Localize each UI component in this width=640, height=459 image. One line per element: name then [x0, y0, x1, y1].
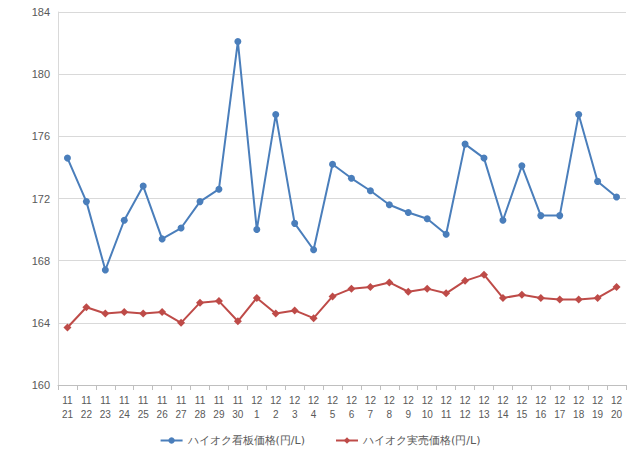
svg-text:3: 3	[292, 409, 298, 420]
svg-text:6: 6	[349, 409, 355, 420]
svg-text:12: 12	[535, 395, 547, 406]
svg-text:168: 168	[32, 255, 50, 267]
svg-text:ハイオク実売価格(円/L): ハイオク実売価格(円/L)	[362, 434, 480, 447]
svg-text:176: 176	[32, 130, 50, 142]
svg-text:12: 12	[270, 395, 282, 406]
svg-text:21: 21	[62, 409, 74, 420]
svg-text:11: 11	[138, 395, 149, 406]
svg-text:9: 9	[405, 409, 411, 420]
svg-text:26: 26	[157, 409, 169, 420]
svg-text:14: 14	[497, 409, 509, 420]
svg-text:11: 11	[441, 409, 452, 420]
svg-text:2: 2	[273, 409, 279, 420]
svg-text:11: 11	[81, 395, 92, 406]
svg-text:8: 8	[387, 409, 393, 420]
svg-text:16: 16	[535, 409, 547, 420]
svg-text:30: 30	[232, 409, 244, 420]
svg-text:12: 12	[497, 395, 509, 406]
svg-text:12: 12	[403, 395, 415, 406]
svg-text:18: 18	[573, 409, 585, 420]
svg-text:11: 11	[233, 395, 244, 406]
svg-text:11: 11	[119, 395, 130, 406]
svg-text:184: 184	[32, 6, 50, 18]
svg-text:22: 22	[81, 409, 93, 420]
svg-text:164: 164	[32, 317, 50, 329]
svg-text:12: 12	[478, 395, 490, 406]
svg-text:12: 12	[346, 395, 358, 406]
svg-text:12: 12	[441, 395, 453, 406]
svg-text:160: 160	[32, 379, 50, 391]
svg-text:11: 11	[176, 395, 187, 406]
svg-text:27: 27	[176, 409, 188, 420]
svg-text:12: 12	[573, 395, 585, 406]
svg-text:11: 11	[157, 395, 168, 406]
svg-text:10: 10	[422, 409, 434, 420]
svg-text:12: 12	[365, 395, 377, 406]
svg-text:5: 5	[330, 409, 336, 420]
svg-text:11: 11	[195, 395, 206, 406]
svg-text:12: 12	[611, 395, 623, 406]
svg-text:19: 19	[592, 409, 604, 420]
svg-text:13: 13	[478, 409, 490, 420]
svg-text:12: 12	[327, 395, 339, 406]
svg-text:12: 12	[289, 395, 301, 406]
svg-text:4: 4	[311, 409, 317, 420]
svg-text:1: 1	[254, 409, 260, 420]
svg-text:ハイオク看板価格(円/L): ハイオク看板価格(円/L)	[187, 434, 305, 447]
svg-text:12: 12	[251, 395, 263, 406]
svg-text:12: 12	[460, 409, 472, 420]
svg-text:15: 15	[516, 409, 528, 420]
svg-text:172: 172	[32, 193, 50, 205]
svg-text:29: 29	[213, 409, 225, 420]
svg-text:180: 180	[32, 68, 50, 80]
svg-text:12: 12	[384, 395, 396, 406]
svg-text:28: 28	[194, 409, 206, 420]
svg-text:12: 12	[460, 395, 472, 406]
svg-text:12: 12	[422, 395, 434, 406]
svg-text:11: 11	[62, 395, 73, 406]
svg-text:25: 25	[138, 409, 150, 420]
svg-text:17: 17	[554, 409, 566, 420]
svg-text:12: 12	[592, 395, 604, 406]
svg-text:23: 23	[100, 409, 112, 420]
svg-text:11: 11	[214, 395, 225, 406]
svg-text:12: 12	[554, 395, 566, 406]
svg-text:20: 20	[611, 409, 623, 420]
svg-text:24: 24	[119, 409, 131, 420]
svg-text:7: 7	[368, 409, 374, 420]
svg-text:12: 12	[308, 395, 320, 406]
svg-text:11: 11	[100, 395, 111, 406]
svg-text:12: 12	[516, 395, 528, 406]
